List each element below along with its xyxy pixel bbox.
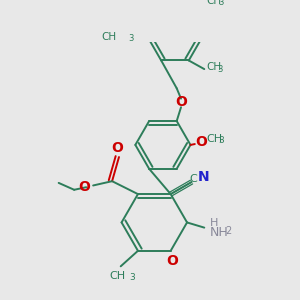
Text: H: H	[209, 218, 218, 228]
Text: NH: NH	[209, 226, 228, 239]
Text: CH: CH	[101, 32, 116, 42]
Text: 3: 3	[129, 273, 135, 282]
Text: O: O	[196, 135, 208, 149]
Text: C: C	[189, 175, 197, 184]
Text: CH: CH	[206, 134, 222, 144]
Text: O: O	[78, 180, 90, 194]
Text: O: O	[175, 95, 187, 109]
Text: CH: CH	[206, 62, 221, 72]
Text: CH: CH	[207, 0, 222, 6]
Text: 3: 3	[217, 64, 223, 74]
Text: 3: 3	[128, 34, 134, 43]
Text: 3: 3	[218, 136, 224, 145]
Text: 2: 2	[225, 226, 231, 236]
Text: O: O	[167, 254, 178, 268]
Text: N: N	[198, 170, 209, 184]
Text: 3: 3	[218, 0, 224, 7]
Text: O: O	[111, 141, 123, 155]
Text: CH: CH	[109, 272, 125, 281]
